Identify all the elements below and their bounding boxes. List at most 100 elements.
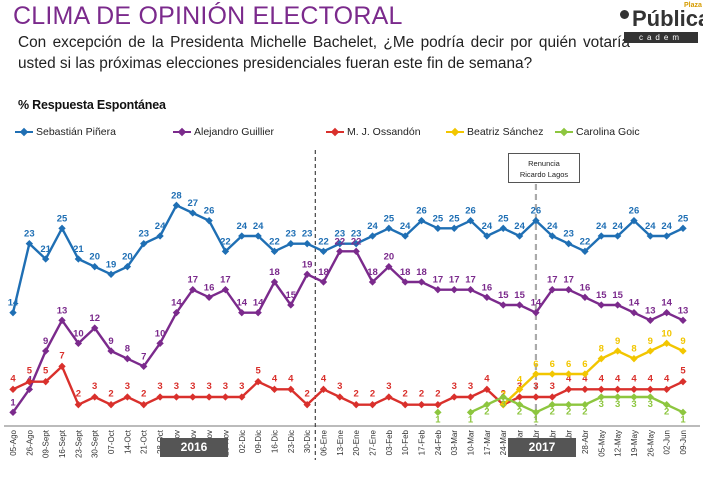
data-point-alejandro-guillier	[499, 301, 507, 309]
data-point-alejandro-guillier	[303, 270, 311, 279]
data-point-beatriz-sanchez	[548, 370, 556, 378]
data-point-sebastian-pinera	[679, 224, 687, 233]
data-label-m-j-ossandon: 5	[43, 366, 49, 377]
data-label-carolina-goic: 1	[468, 414, 474, 425]
data-label-sebastian-pinera: 25	[384, 213, 395, 224]
data-point-alejandro-guillier	[434, 285, 442, 294]
data-point-sebastian-pinera	[466, 216, 475, 225]
data-label-carolina-goic: 1	[533, 414, 539, 425]
data-label-sebastian-pinera: 24	[155, 221, 166, 232]
legend-item-m-j-ossandon: M. J. Ossandón	[326, 126, 421, 138]
legend-marker-icon	[326, 128, 344, 136]
data-label-alejandro-guillier: 15	[596, 290, 607, 301]
data-label-m-j-ossandon: 3	[174, 381, 179, 392]
data-label-m-j-ossandon: 4	[10, 373, 16, 384]
data-label-m-j-ossandon: 5	[680, 366, 686, 377]
data-label-sebastian-pinera: 21	[40, 244, 51, 255]
data-point-m-j-ossandon	[662, 385, 671, 394]
data-label-carolina-goic: 2	[517, 407, 522, 418]
data-point-beatriz-sanchez	[515, 385, 524, 394]
data-label-sebastian-pinera: 26	[531, 206, 542, 217]
data-label-alejandro-guillier: 14	[236, 298, 247, 309]
data-label-alejandro-guillier: 15	[514, 290, 525, 301]
data-label-m-j-ossandon: 3	[452, 381, 457, 392]
data-point-alejandro-guillier	[532, 308, 540, 317]
data-point-beatriz-sanchez	[499, 400, 507, 409]
data-label-m-j-ossandon: 4	[582, 373, 588, 384]
data-point-sebastian-pinera	[42, 255, 50, 263]
data-point-carolina-goic	[499, 393, 507, 401]
annotation-box: Renuncia Ricardo Lagos	[508, 153, 580, 183]
data-label-alejandro-guillier: 9	[108, 336, 113, 347]
x-tick-label: 10-Mar	[467, 430, 476, 456]
data-label-sebastian-pinera: 26	[465, 206, 476, 217]
data-point-m-j-ossandon	[532, 393, 540, 401]
data-label-sebastian-pinera: 22	[269, 236, 280, 247]
data-point-m-j-ossandon	[287, 385, 295, 394]
data-point-alejandro-guillier	[156, 339, 164, 348]
data-label-sebastian-pinera: 23	[138, 229, 149, 240]
legend-label: Sebastián Piñera	[36, 126, 116, 138]
x-tick-label: 05-Ago	[9, 429, 18, 455]
data-label-alejandro-guillier: 1	[10, 397, 16, 408]
legend-label: Beatriz Sánchez	[467, 126, 544, 138]
data-point-m-j-ossandon	[9, 385, 17, 394]
data-point-m-j-ossandon	[613, 385, 622, 394]
data-point-m-j-ossandon	[417, 400, 426, 409]
legend-item-sebastian-pinera: Sebastián Piñera	[15, 126, 116, 138]
legend-marker-icon	[555, 128, 573, 136]
data-point-sebastian-pinera	[107, 270, 115, 279]
logo-plaza: Plaza	[684, 2, 702, 9]
data-point-m-j-ossandon	[581, 385, 589, 394]
data-label-sebastian-pinera: 26	[416, 206, 427, 217]
data-point-sebastian-pinera	[205, 216, 213, 225]
data-point-alejandro-guillier	[662, 308, 671, 317]
data-point-carolina-goic	[515, 400, 524, 409]
data-point-beatriz-sanchez	[613, 347, 622, 355]
data-label-alejandro-guillier: 17	[433, 275, 444, 286]
data-point-alejandro-guillier	[679, 316, 687, 325]
data-label-sebastian-pinera: 25	[498, 213, 509, 224]
data-point-sebastian-pinera	[450, 224, 458, 233]
x-tick-label: 16-Dic	[270, 430, 279, 453]
x-tick-label: 30-Sept	[91, 429, 100, 458]
data-point-m-j-ossandon	[58, 362, 66, 371]
data-point-sebastian-pinera	[630, 216, 638, 225]
chart-legend: Sebastián Piñera Alejandro Guillier M. J. …	[15, 126, 703, 142]
data-point-beatriz-sanchez	[597, 354, 605, 363]
survey-question: Con excepción de la Presidenta Michelle …	[18, 34, 630, 72]
data-label-sebastian-pinera: 25	[678, 213, 689, 224]
x-tick-label: 06-Ene	[319, 429, 328, 455]
data-label-beatriz-sanchez: 9	[680, 336, 685, 347]
data-point-carolina-goic	[581, 400, 589, 409]
legend-label: Carolina Goic	[576, 126, 640, 138]
data-point-beatriz-sanchez	[646, 347, 654, 355]
x-tick-label: 14-Oct	[123, 429, 132, 454]
data-label-beatriz-sanchez: 8	[631, 344, 636, 355]
data-point-alejandro-guillier	[466, 285, 475, 294]
data-label-sebastian-pinera: 24	[253, 221, 264, 232]
data-point-m-j-ossandon	[450, 393, 458, 401]
data-point-alejandro-guillier	[91, 324, 99, 332]
data-point-sebastian-pinera	[287, 239, 295, 248]
data-label-m-j-ossandon: 4	[288, 373, 294, 384]
data-label-alejandro-guillier: 22	[351, 236, 362, 247]
data-point-alejandro-guillier	[74, 339, 83, 348]
data-point-sebastian-pinera	[646, 232, 654, 240]
data-point-sebastian-pinera	[499, 224, 507, 233]
data-point-beatriz-sanchez	[679, 347, 687, 355]
data-label-m-j-ossandon: 4	[648, 373, 654, 384]
data-label-beatriz-sanchez: 9	[648, 336, 653, 347]
data-label-beatriz-sanchez: 4	[517, 374, 523, 385]
x-tick-label: 27-Ene	[369, 429, 378, 455]
data-point-alejandro-guillier	[581, 293, 589, 302]
data-label-sebastian-pinera: 19	[106, 259, 117, 270]
data-point-carolina-goic	[613, 393, 622, 401]
data-label-beatriz-sanchez: 6	[550, 359, 555, 370]
data-label-m-j-ossandon: 2	[141, 389, 146, 400]
data-point-sebastian-pinera	[564, 239, 573, 248]
data-point-sebastian-pinera	[515, 232, 524, 240]
data-label-m-j-ossandon: 4	[566, 373, 572, 384]
x-tick-label: 28-Abr	[581, 430, 590, 454]
data-label-sebastian-pinera: 23	[286, 229, 297, 240]
